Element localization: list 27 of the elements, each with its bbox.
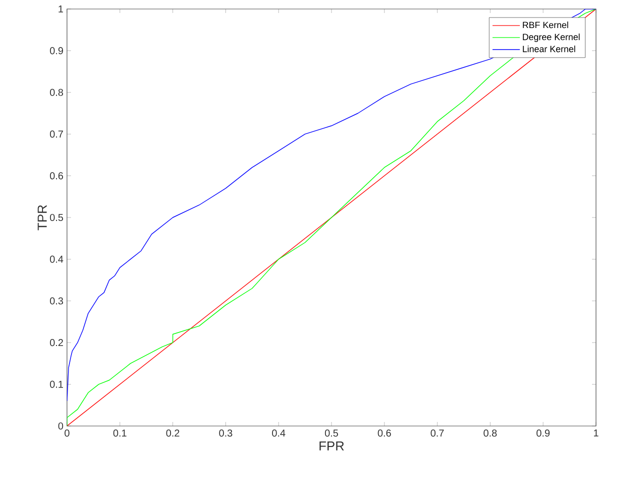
y-tick-label: 0.4	[50, 256, 64, 263]
x-tick-label: 0	[64, 430, 70, 437]
x-tick-label: 0.4	[272, 430, 286, 437]
y-tick-label: 0.5	[50, 214, 64, 222]
y-tick-label: 0.3	[50, 297, 64, 304]
x-tick-label: 0.7	[430, 430, 444, 437]
x-axis-title: FPR	[320, 441, 344, 450]
y-tick-label: 0	[58, 422, 64, 430]
y-tick-label: 0.1	[50, 380, 63, 388]
y-tick-label: 0.7	[50, 130, 63, 138]
legend-label: Degree Kernel	[522, 34, 580, 42]
legend-label: Linear Kernel	[522, 46, 576, 52]
y-tick-label: 1	[58, 6, 63, 12]
x-tick-label: 0.3	[219, 430, 232, 437]
x-tick-label: 0.1	[113, 430, 126, 437]
x-tick-label: 0.8	[484, 430, 497, 437]
y-tick-label: 0.2	[50, 339, 63, 346]
x-tick-label: 1	[594, 430, 598, 436]
y-tick-label: 0.6	[50, 172, 64, 180]
x-tick-label: 0.5	[324, 430, 338, 437]
legend-label: RBF Kernel	[522, 22, 568, 28]
x-tick-label: 0.2	[166, 430, 180, 437]
x-tick-label: 0.6	[378, 430, 391, 437]
y-axis-title: TPR	[38, 205, 47, 230]
y-tick-label: 0.8	[50, 88, 64, 96]
x-tick-label: 0.9	[536, 430, 550, 437]
y-tick-label: 0.9	[50, 47, 64, 54]
